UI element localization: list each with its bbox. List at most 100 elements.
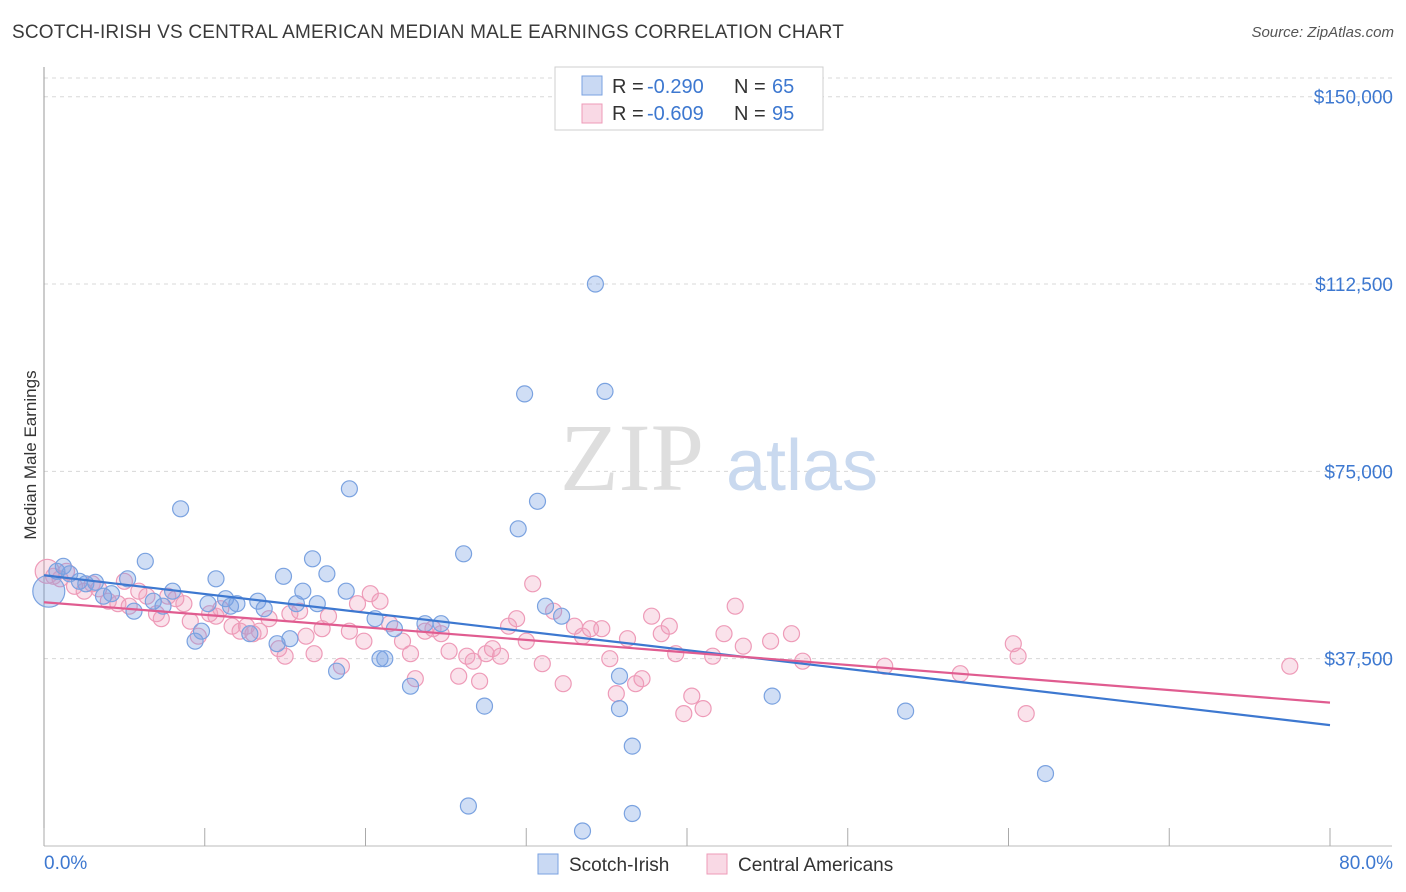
legend-n-label-2: N = [734, 103, 766, 125]
scatter-point [337, 582, 355, 600]
scatter-point [1017, 704, 1035, 723]
scatter-point [623, 737, 641, 755]
scatter-point [1009, 647, 1027, 665]
scatter-point [308, 595, 326, 613]
scatter-point [102, 585, 121, 603]
scatter-point [303, 550, 322, 568]
scatter-point [623, 804, 641, 823]
scatter-point [401, 645, 420, 663]
legend-r-label-1: R = [612, 76, 644, 98]
bottom-legend-central-americans: Central Americans [738, 855, 893, 876]
scatter-point [455, 545, 473, 563]
scatter-point [297, 627, 315, 645]
scatter-point [475, 697, 494, 715]
bottom-legend-scotch-irish: Scotch-Irish [569, 855, 669, 876]
scatter-point [610, 699, 629, 718]
bottom-legend-swatch-blue [537, 853, 559, 875]
x-axis-ticks [43, 828, 1331, 846]
legend-r-label-2: R = [612, 103, 644, 125]
scatter-point [175, 595, 193, 613]
scatter-point [601, 650, 619, 668]
scatter-point [125, 602, 143, 620]
scatter-point [192, 622, 211, 640]
scatter-point [268, 635, 286, 653]
scatter-point [471, 672, 489, 690]
watermark-atlas: atlas [726, 426, 878, 506]
watermark-zip: ZIP [560, 404, 704, 511]
scatter-point [528, 492, 547, 510]
trend-lines [43, 574, 1331, 727]
scatter-point [782, 625, 801, 643]
legend-swatch-pink [581, 103, 603, 124]
scatter-point [332, 657, 350, 675]
scatter-point [586, 275, 605, 293]
scatter-point [896, 702, 915, 720]
scatter-point [607, 684, 625, 703]
scatter-point [305, 645, 323, 663]
legend-r-value-2: -0.609 [647, 103, 704, 125]
scatter-point [1036, 764, 1055, 783]
scatter-point [355, 632, 373, 650]
scatter-point [509, 520, 527, 538]
scatter-point [763, 687, 781, 705]
scatter-point [255, 600, 273, 618]
legend-n-value-2: 95 [772, 103, 794, 125]
series-scotch-irish [32, 275, 1055, 840]
y-axis-label: Median Male Earnings [21, 370, 40, 539]
scatter-point [199, 595, 217, 613]
scatter-point [207, 570, 225, 588]
scatter-point [340, 480, 358, 498]
scatter-point [554, 675, 572, 693]
scatter-point [432, 615, 450, 633]
scatter-point [318, 565, 336, 583]
scatter-point [440, 642, 458, 660]
scatter-point [57, 562, 76, 580]
scatter-point [450, 667, 468, 685]
scatter-point [573, 822, 592, 840]
trend-line [43, 574, 1331, 727]
y-tick-label: $150,000 [1314, 88, 1393, 109]
legend-n-value-1: 65 [772, 76, 794, 98]
scatter-point [401, 677, 420, 695]
bottom-legend: Scotch-Irish Central Americans [537, 853, 893, 876]
scatter-point [734, 637, 752, 655]
scatter-point [524, 575, 542, 593]
scatter-point [726, 597, 744, 615]
scatter-point [118, 570, 137, 588]
scatter-point [507, 610, 526, 628]
scatter-point [533, 655, 551, 673]
scatter-point [328, 662, 346, 680]
scatter-point [189, 627, 207, 645]
x-tick-label-max: 80.0% [1339, 853, 1393, 874]
trend-line [43, 601, 1331, 704]
top-legend: R = -0.290 N = 65 R = -0.609 N = 95 [554, 66, 824, 131]
scatter-point [144, 592, 162, 610]
source-note: Source: ZipAtlas.com [1251, 24, 1394, 41]
scatter-point [1281, 657, 1299, 675]
scatter-point [294, 582, 312, 600]
scatter-point [596, 382, 614, 400]
scatter-point [642, 607, 661, 625]
scatter-point [371, 592, 389, 610]
scatter-point [459, 797, 477, 815]
scatter-point [491, 647, 510, 665]
legend-n-label-1: N = [734, 76, 766, 98]
scatter-point [393, 632, 412, 650]
scatter-point [683, 687, 701, 705]
scatter-point [704, 647, 722, 665]
scatter-point [633, 670, 651, 688]
scatter-point [660, 617, 678, 635]
bottom-legend-swatch-pink [706, 853, 728, 875]
scatter-point [371, 650, 389, 668]
grid-lines [44, 77, 1392, 660]
scatter-point [593, 620, 611, 638]
legend-box [554, 66, 824, 131]
scatter-point [715, 625, 733, 643]
scatter-point [610, 667, 629, 685]
watermark: ZIP atlas [560, 404, 878, 511]
scatter-point [136, 552, 154, 570]
scatter-point [515, 385, 534, 403]
scatter-point [761, 632, 780, 650]
scatter-point [274, 567, 293, 585]
